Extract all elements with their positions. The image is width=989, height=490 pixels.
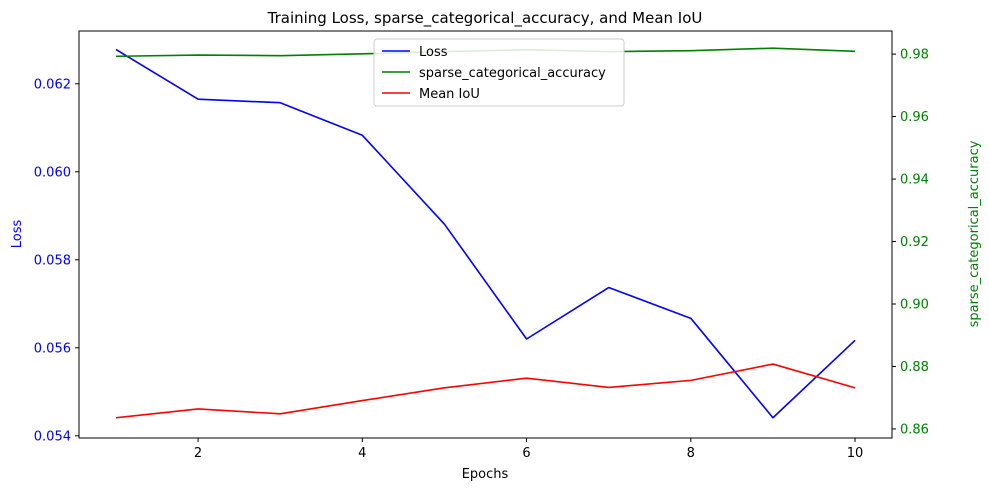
x-tick-label: 10 [847,446,864,461]
left-tick-label: 0.056 [34,341,71,356]
left-tick-label: 0.054 [34,429,71,444]
x-axis-label: Epochs [462,467,509,482]
right-tick-label: 0.96 [900,110,929,125]
legend-label-mean-iou: Mean IoU [419,87,480,102]
right-tick-label: 0.94 [900,173,929,188]
left-axis-label: Loss [10,220,25,249]
x-tick-label: 8 [687,446,695,461]
right-tick-label: 0.86 [900,422,929,437]
legend-label-loss: Loss [419,45,448,60]
x-tick-label: 6 [522,446,530,461]
x-tick-label: 4 [358,446,366,461]
left-tick-label: 0.062 [34,77,71,92]
right-tick-label: 0.88 [900,360,929,375]
series-line-mean-iou [115,363,856,419]
left-axis-ticks: 0.054 0.056 0.058 0.060 0.062 [34,77,79,444]
chart-title: Training Loss, sparse_categorical_accura… [267,9,703,28]
x-tick-label: 2 [194,446,202,461]
series-line-loss [115,48,856,419]
legend-label-accuracy: sparse_categorical_accuracy [419,66,606,81]
left-tick-label: 0.060 [34,165,71,180]
right-tick-label: 0.92 [900,235,929,250]
right-tick-label: 0.90 [900,297,929,312]
x-axis-ticks: 2 4 6 8 10 [194,438,863,461]
left-tick-label: 0.058 [34,253,71,268]
legend-box [373,38,625,107]
plot-frame [78,30,893,439]
right-axis-ticks: 0.86 0.88 0.90 0.92 0.94 0.96 0.98 [892,48,929,437]
right-tick-label: 0.98 [900,48,929,63]
right-axis-label: sparse_categorical_accuracy [967,140,982,327]
legend: Loss sparse_categorical_accuracy Mean Io… [373,38,625,107]
